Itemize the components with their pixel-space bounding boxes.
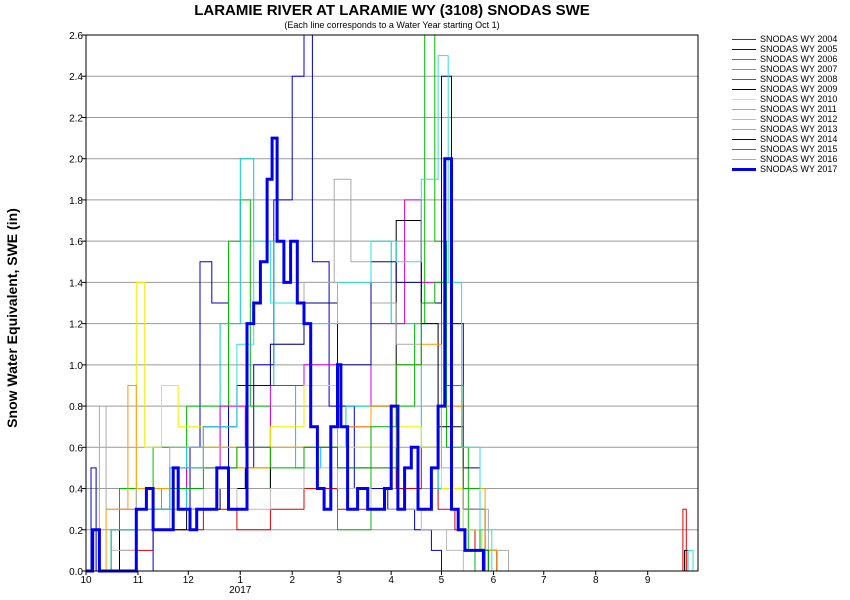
legend-label: SNODAS WY 2013 — [760, 124, 838, 134]
legend-swatch — [732, 78, 756, 80]
x-tick-label: 6 — [491, 575, 497, 586]
series-line-snodas-wy-2011 — [86, 178, 509, 572]
y-tick-label: 2.0 — [69, 155, 83, 166]
legend-swatch — [732, 38, 756, 40]
legend-item: SNODAS WY 2008 — [732, 74, 837, 84]
legend-item: SNODAS WY 2005 — [732, 44, 837, 54]
x-year-label: 2017 — [229, 585, 252, 596]
x-tick-label: 4 — [388, 575, 394, 586]
legend-item: SNODAS WY 2010 — [732, 94, 837, 104]
legend-swatch — [732, 48, 756, 50]
series-line-snodas-wy-2017 — [86, 136, 485, 573]
legend-item: SNODAS WY 2004 — [732, 34, 837, 44]
y-tick-label: 0.2 — [69, 526, 83, 537]
y-tick-label: 1.4 — [69, 278, 83, 289]
legend-label: SNODAS WY 2016 — [760, 154, 838, 164]
legend-item: SNODAS WY 2016 — [732, 154, 837, 164]
chart-subtitle: (Each line corresponds to a Water Year s… — [284, 20, 500, 30]
x-tick-label: 12 — [183, 575, 195, 586]
legend-item: SNODAS WY 2015 — [732, 144, 837, 154]
x-tick-label: 1 — [237, 575, 243, 586]
legend-label: SNODAS WY 2010 — [760, 94, 838, 104]
x-tick-label: 8 — [593, 575, 599, 586]
y-tick-label: 2.2 — [69, 113, 83, 124]
y-tick-label: 2.4 — [69, 72, 83, 83]
legend-label: SNODAS WY 2005 — [760, 44, 838, 54]
y-tick-label: 1.6 — [69, 237, 83, 248]
x-tick-label: 7 — [541, 575, 547, 586]
x-tick-label: 9 — [645, 575, 651, 586]
legend-item: SNODAS WY 2009 — [732, 84, 837, 94]
y-tick-label: 1.2 — [69, 320, 83, 331]
legend-swatch — [732, 118, 756, 120]
y-tick-label: 1.8 — [69, 196, 83, 207]
legend-swatch — [732, 148, 756, 150]
legend-swatch — [732, 108, 756, 110]
legend-label: SNODAS WY 2007 — [760, 64, 838, 74]
legend-swatch — [732, 128, 756, 130]
y-tick-label: 2.6 — [69, 31, 83, 42]
y-tick-label: 1.0 — [69, 361, 83, 372]
legend-swatch — [732, 158, 756, 160]
legend-item: SNODAS WY 2007 — [732, 64, 837, 74]
x-tick-label: 3 — [336, 575, 342, 586]
legend-label: SNODAS WY 2004 — [760, 34, 838, 44]
legend-label: SNODAS WY 2009 — [760, 84, 838, 94]
legend-item: SNODAS WY 2013 — [732, 124, 837, 134]
series-line-snodas-wy-2016 — [86, 55, 694, 572]
legend-label: SNODAS WY 2008 — [760, 74, 838, 84]
y-tick-label: 0.4 — [69, 485, 83, 496]
legend-swatch — [732, 98, 756, 100]
legend-swatch — [732, 88, 756, 90]
legend-label: SNODAS WY 2015 — [760, 144, 838, 154]
y-tick-label: 0.8 — [69, 402, 83, 413]
legend-swatch — [732, 58, 756, 60]
legend-label: SNODAS WY 2014 — [760, 134, 838, 144]
chart-title: LARAMIE RIVER AT LARAMIE WY (3108) SNODA… — [194, 2, 590, 19]
legend-swatch — [732, 167, 756, 171]
x-tick-label: 11 — [133, 575, 144, 586]
plot-frame — [85, 34, 699, 572]
x-tick-label: 5 — [439, 575, 445, 586]
legend-label: SNODAS WY 2006 — [760, 54, 838, 64]
legend-item: SNODAS WY 2017 — [732, 164, 837, 174]
legend-item: SNODAS WY 2011 — [732, 104, 837, 114]
legend-label: SNODAS WY 2011 — [760, 104, 837, 114]
legend-item: SNODAS WY 2012 — [732, 114, 837, 124]
chart-legend: SNODAS WY 2004 SNODAS WY 2005 SNODAS WY 20… — [732, 34, 837, 174]
legend-swatch — [732, 138, 756, 140]
legend-item: SNODAS WY 2006 — [732, 54, 837, 64]
legend-swatch — [732, 68, 756, 70]
y-tick-label: 0.6 — [69, 443, 83, 454]
legend-label: SNODAS WY 2017 — [760, 164, 838, 174]
series-line-snodas-wy-2012 — [86, 467, 464, 572]
x-tick-label: 10 — [80, 575, 92, 586]
y-tick-label: 0.0 — [69, 567, 83, 578]
legend-item: SNODAS WY 2014 — [732, 134, 837, 144]
legend-label: SNODAS WY 2012 — [760, 114, 838, 124]
x-tick-label: 2 — [289, 575, 295, 586]
